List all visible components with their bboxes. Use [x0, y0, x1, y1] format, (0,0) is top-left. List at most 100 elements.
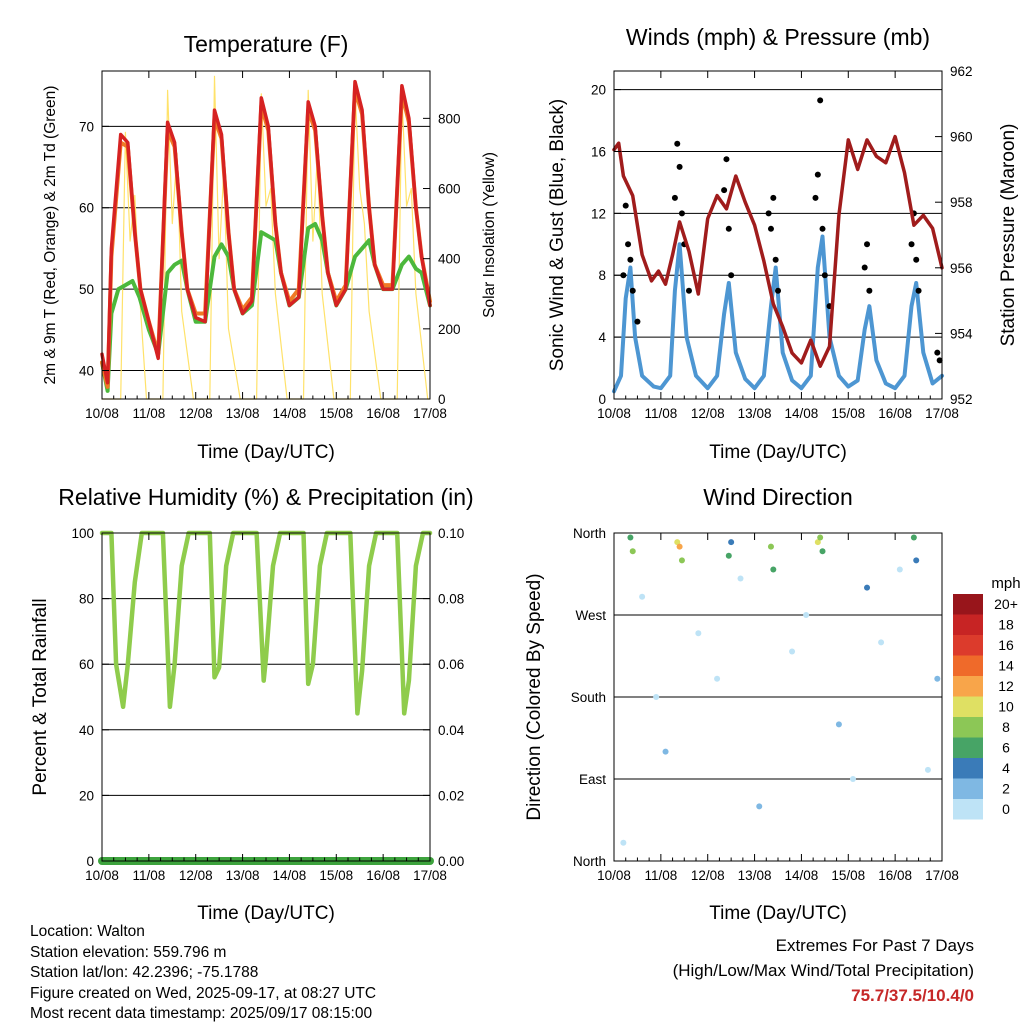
- legend-label: 20+: [994, 596, 1018, 612]
- direction-ylabel-left: Direction (Colored By Speed): [524, 573, 545, 820]
- gust-point: [817, 97, 824, 104]
- humidity-panel: Relative Humidity (%) & Precipitation (i…: [30, 484, 474, 924]
- direction-gust-point: [814, 539, 821, 546]
- gust-point: [634, 318, 641, 325]
- y2-tick-label: 0.00: [438, 854, 464, 869]
- legend-label: 2: [1002, 781, 1010, 797]
- gust-point: [765, 210, 772, 217]
- winds-frame: [613, 70, 943, 400]
- y-tick-label: 0: [86, 854, 94, 869]
- speed-legend: 20+ 18 16 14 12 10 8 6 4 2 0: [953, 594, 1018, 820]
- recent-timestamp: Most recent data timestamp: 2025/09/17 0…: [30, 1005, 373, 1022]
- legend-swatch: [953, 799, 983, 820]
- extremes-values: 75.7/37.5/10.4/0: [851, 986, 974, 1005]
- gust-point: [725, 225, 732, 232]
- direction-gust-point: [913, 557, 920, 564]
- temperature-ylabel-left: 2m & 9m T (Red, Orange) & 2m Td (Green): [42, 86, 59, 385]
- humidity-axes: 0 20 40 60 80 100 0.00 0.02 0.04 0.06 0.08 0.10 10/0…: [71, 526, 464, 883]
- gust-point: [775, 287, 781, 294]
- y-tick-label: 80: [79, 592, 94, 607]
- direction-gust-point: [728, 539, 735, 546]
- humidity-frame: [101, 532, 431, 862]
- legend-swatch: [953, 778, 983, 799]
- direction-gust-point: [910, 534, 917, 541]
- direction-panel: Wind Direction NorthEastSouthWestNorth10…: [524, 484, 1021, 924]
- y-tick-label: 40: [79, 364, 94, 379]
- winds-ylabel-left: Sonic Wind & Gust (Blue, Black): [547, 99, 568, 371]
- gust-point: [721, 187, 728, 194]
- x-tick-label: 12/08: [691, 406, 725, 421]
- y2-tick-label: 0.06: [438, 657, 464, 672]
- direction-point: [878, 639, 885, 646]
- winds-grid: [614, 89, 942, 400]
- direction-plot-area: [620, 534, 941, 846]
- x-tick-label: 13/08: [738, 868, 772, 883]
- direction-gust-point: [678, 557, 685, 564]
- direction-point: [789, 648, 796, 655]
- y-tick-label: North: [573, 854, 606, 869]
- temperature-9m-line: [100, 87, 432, 389]
- legend-label: 0: [1002, 801, 1010, 817]
- legend-swatch: [953, 655, 983, 676]
- gust-point: [676, 163, 683, 170]
- gust-point: [934, 349, 941, 356]
- legend-label: 14: [998, 658, 1014, 674]
- legend-swatch: [953, 758, 983, 779]
- x-tick-label: 12/08: [691, 868, 725, 883]
- legend-swatch: [953, 717, 983, 738]
- y2-tick-label: 962: [950, 64, 973, 79]
- gust-point: [723, 156, 730, 163]
- direction-gust-point: [767, 543, 774, 550]
- x-tick-label: 13/08: [738, 406, 772, 421]
- winds-title: Winds (mph) & Pressure (mb): [626, 24, 930, 50]
- gust-point: [671, 194, 678, 201]
- gust-point: [685, 287, 692, 294]
- legend-swatch: [953, 696, 983, 717]
- x-tick-label: 13/08: [226, 868, 260, 883]
- x-tick-label: 11/08: [132, 868, 165, 883]
- station-location: Location: Walton: [30, 923, 145, 940]
- y2-tick-label: 0.02: [438, 788, 464, 803]
- direction-gust-point: [629, 548, 636, 555]
- gust-point: [812, 194, 819, 201]
- y-tick-label: 8: [598, 268, 606, 283]
- gust-point: [866, 287, 873, 294]
- direction-point: [896, 566, 903, 573]
- dewpoint-2m-line: [100, 222, 432, 393]
- y-tick-label: 16: [591, 144, 606, 159]
- direction-point: [714, 675, 721, 682]
- y-tick-label: 20: [591, 83, 606, 98]
- x-tick-label: 17/08: [925, 868, 959, 883]
- y-tick-label: North: [573, 526, 606, 541]
- direction-point: [737, 575, 744, 582]
- direction-gust-point: [864, 584, 871, 591]
- gust-point: [770, 194, 777, 201]
- extremes-heading: Extremes For Past 7 Days: [775, 936, 974, 955]
- gust-point: [728, 272, 735, 279]
- gust-point: [627, 256, 634, 263]
- legend-swatch: [953, 676, 983, 697]
- legend-label: 10: [998, 699, 1014, 715]
- winds-panel: Winds (mph) & Pressure (mb) 0 4 8 12 16 20 952…: [547, 24, 1019, 463]
- y2-tick-label: 958: [950, 195, 973, 210]
- x-tick-label: 14/08: [785, 868, 819, 883]
- x-tick-label: 14/08: [273, 868, 307, 883]
- temperature-plot-area: [100, 75, 432, 400]
- gust-point: [821, 272, 828, 279]
- gust-point: [620, 272, 627, 279]
- legend-label: 8: [1002, 719, 1010, 735]
- x-tick-label: 13/08: [226, 406, 260, 421]
- gust-point: [913, 256, 920, 263]
- gust-point: [936, 357, 943, 364]
- temperature-title: Temperature (F): [184, 31, 349, 57]
- y-tick-label: South: [571, 690, 606, 705]
- sonic-wind-line: [612, 234, 944, 394]
- station-info: Location: Walton Station elevation: 559.…: [30, 922, 376, 1025]
- y2-tick-label: 956: [950, 261, 973, 276]
- gust-point: [772, 256, 779, 263]
- direction-point: [803, 612, 810, 618]
- y2-tick-label: 800: [438, 111, 461, 126]
- x-tick-label: 14/08: [273, 406, 307, 421]
- x-tick-label: 12/08: [179, 406, 213, 421]
